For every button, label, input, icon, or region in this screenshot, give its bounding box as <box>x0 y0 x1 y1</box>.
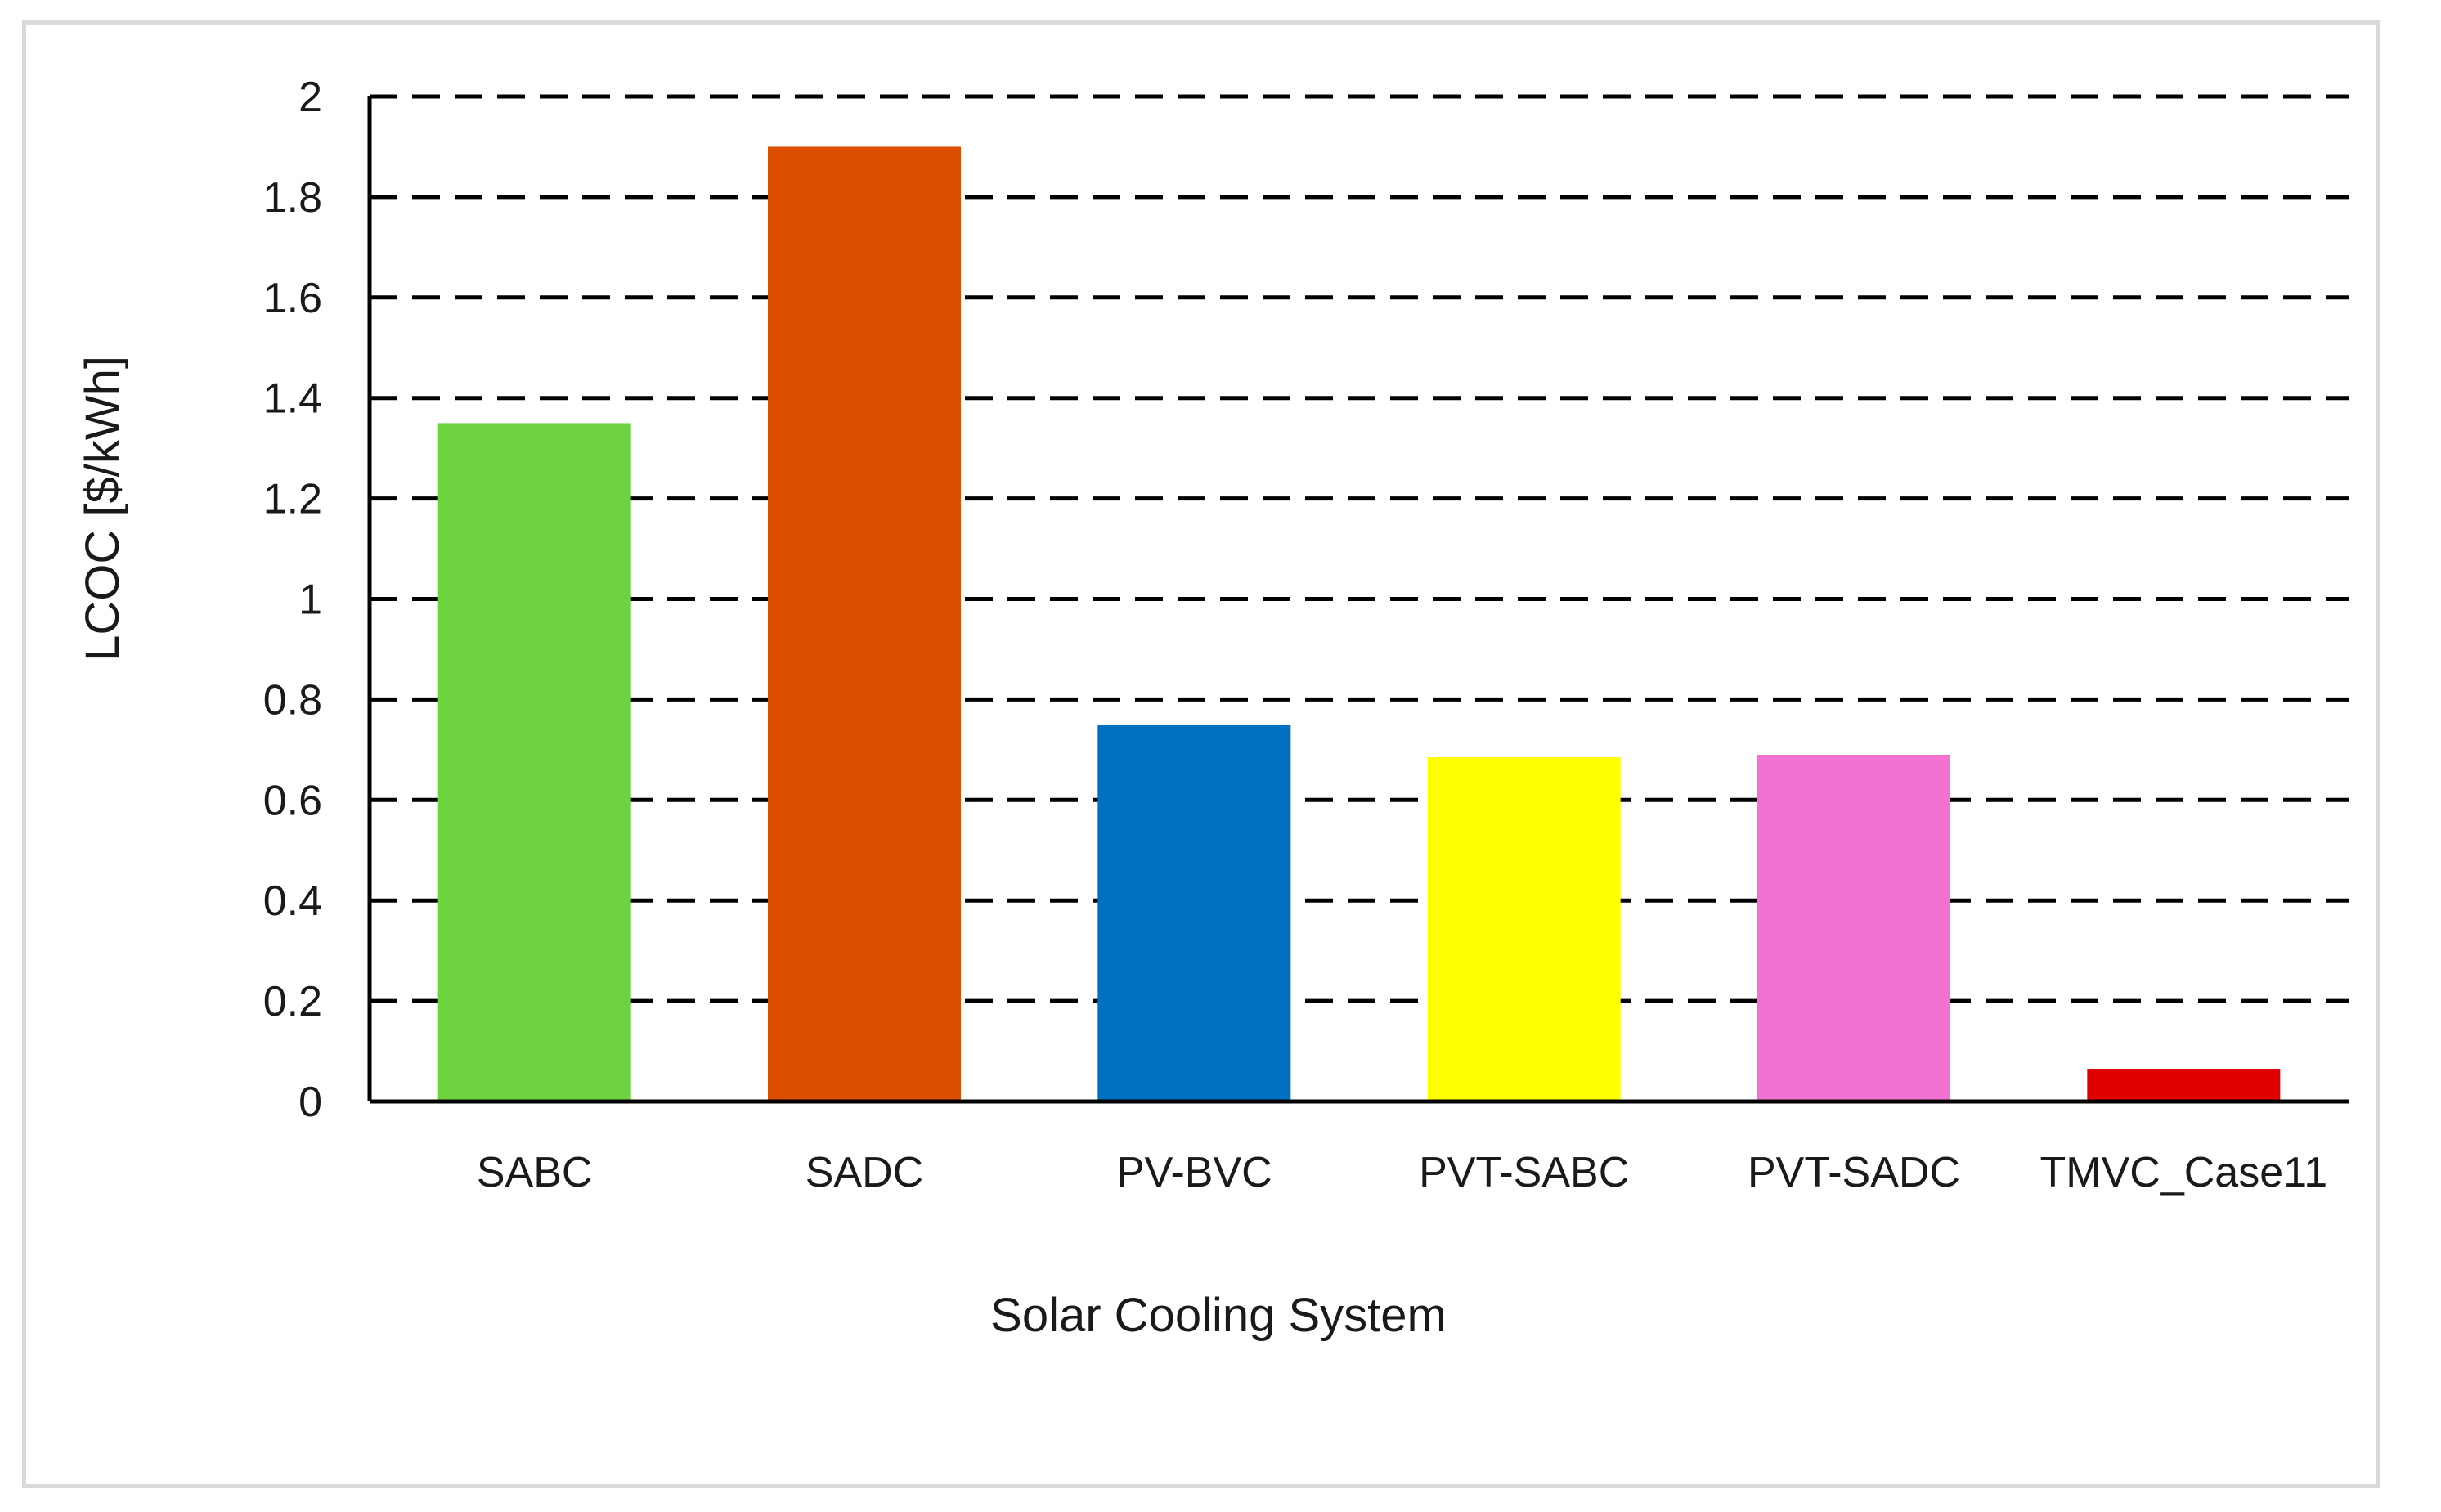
x-tick-label: SABC <box>477 1149 593 1196</box>
y-tick-label: 0.6 <box>263 777 322 824</box>
y-tick-label: 1.8 <box>263 174 322 222</box>
y-tick-label: 0 <box>298 1079 322 1126</box>
y-tick-label: 0.8 <box>263 676 322 724</box>
gridlines <box>370 94 2349 1003</box>
y-tick-label: 0.2 <box>263 978 322 1025</box>
bar-tmvc-case11 <box>2087 1069 2281 1101</box>
y-tick-label: 1 <box>298 577 322 624</box>
x-axis-title: Solar Cooling System <box>990 1289 1447 1342</box>
y-tick-labels: 0 0.2 0.4 0.6 0.8 1 1.2 1.4 1.6 1.8 2 <box>263 74 322 1126</box>
x-tick-label: PVT-SABC <box>1419 1149 1629 1196</box>
bar-pvt-sabc <box>1427 757 1621 1101</box>
y-tick-label: 1.2 <box>263 476 322 523</box>
x-tick-labels: SABC SADC PV-BVC PVT-SABC PVT-SADC TMVC_Case1… <box>477 1149 2327 1196</box>
bar-sadc <box>768 146 961 1102</box>
y-axis-title: LCOC [$/kWh] <box>76 356 129 662</box>
y-tick-label: 0.4 <box>263 877 322 925</box>
x-tick-label: PVT-SADC <box>1748 1149 1960 1196</box>
y-tick-label: 1.4 <box>263 375 322 423</box>
x-tick-label: TMVC_Case11 <box>2040 1149 2328 1196</box>
bar-sabc <box>437 423 631 1101</box>
axes <box>367 96 2349 1104</box>
y-tick-label: 2 <box>298 74 322 121</box>
y-tick-label: 1.6 <box>263 275 322 322</box>
x-tick-label: PV-BVC <box>1116 1149 1272 1196</box>
bars <box>437 146 2281 1102</box>
x-tick-label: SADC <box>805 1149 923 1196</box>
bar-pvt-sadc <box>1757 754 1950 1101</box>
bar-pv-bvc <box>1097 725 1291 1101</box>
